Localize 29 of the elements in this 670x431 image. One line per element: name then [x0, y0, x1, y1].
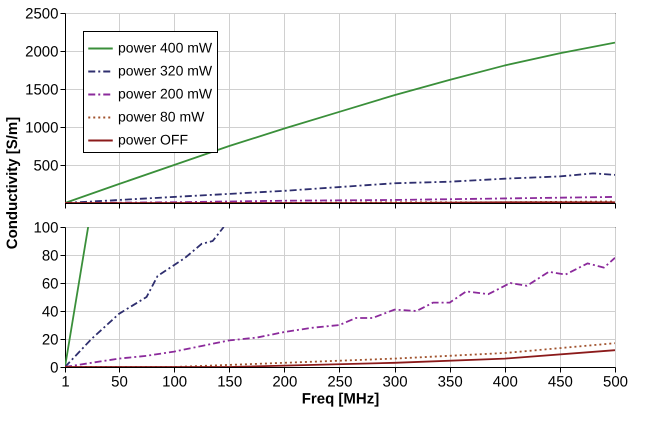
- y-tick-label: 0: [50, 360, 58, 376]
- legend-label: power 200 mW: [118, 86, 213, 102]
- legend-label: power OFF: [118, 132, 188, 148]
- x-tick-label: 50: [111, 374, 128, 390]
- legend-label: power 80 mW: [118, 108, 206, 124]
- y-tick-label: 2000: [25, 44, 58, 60]
- y-tick-label: 20: [42, 332, 58, 348]
- y-tick-label: 40: [42, 304, 58, 320]
- x-tick-label: 400: [492, 374, 518, 390]
- y-tick-label: 60: [42, 276, 58, 292]
- y-axis-title: Conductivity [S/m]: [4, 116, 21, 250]
- x-axis-title: Freq [MHz]: [302, 390, 380, 408]
- x-tick-label: 350: [438, 374, 463, 390]
- x-tick-label: 100: [162, 374, 188, 390]
- x-tick-label: 1: [61, 374, 70, 390]
- x-tick-label: 200: [272, 374, 298, 390]
- x-tick-label: 250: [327, 374, 352, 390]
- y-tick-label: 100: [33, 220, 58, 236]
- legend-label: power 400 mW: [118, 40, 213, 56]
- legend-label: power 320 mW: [118, 62, 213, 78]
- x-tick-label: 450: [548, 374, 573, 390]
- x-tick-label: 150: [217, 374, 242, 390]
- y-tick-label: 2500: [25, 6, 58, 22]
- y-tick-label: 1500: [25, 82, 58, 98]
- y-tick-label: 1000: [25, 120, 58, 136]
- y-tick-label: 80: [42, 248, 58, 264]
- x-tick-label: 500: [602, 374, 628, 390]
- x-tick-label: 300: [382, 374, 408, 390]
- y-tick-label: 500: [33, 158, 58, 174]
